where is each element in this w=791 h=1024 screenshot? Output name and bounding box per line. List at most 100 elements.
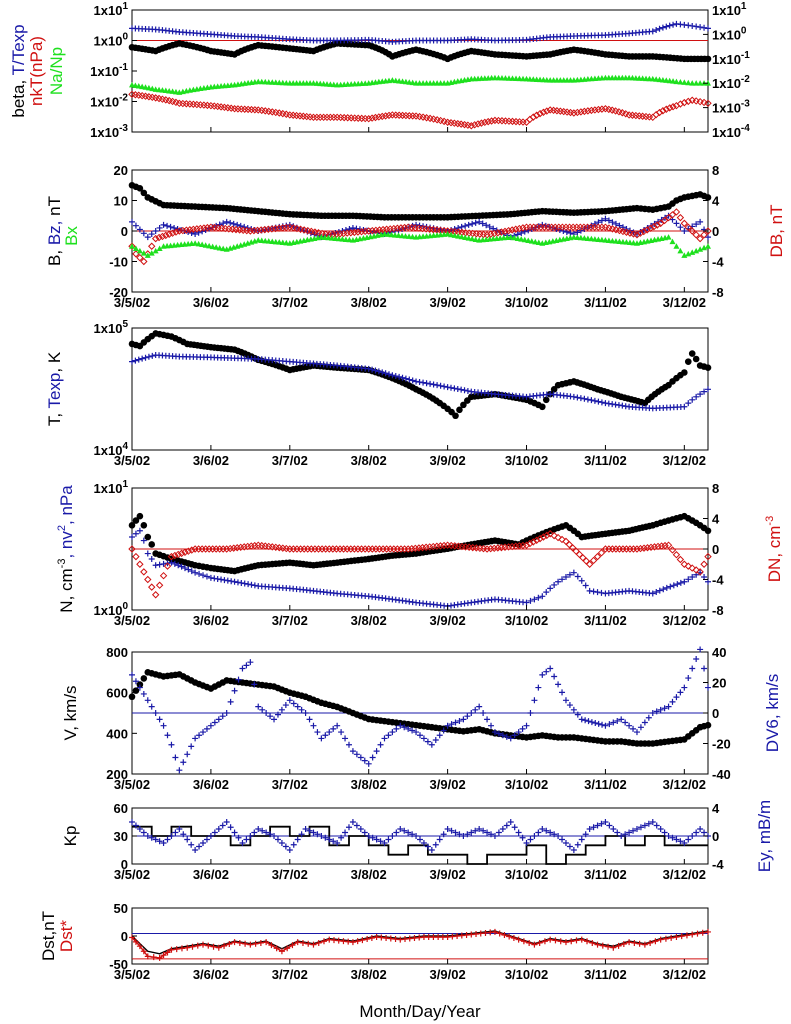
p4-series-dn-point-119 [554, 533, 562, 542]
p2-series-bx-point-160 [697, 246, 704, 252]
p7-series-dst--point-106 [657, 936, 664, 943]
p7-x-tick-label-4: 3/9/02 [430, 967, 466, 982]
p2-series-bz-point-101 [486, 223, 493, 230]
p2-series-bx-point-108 [511, 234, 518, 241]
p2-series-db-point-149 [660, 216, 669, 225]
p4-series-nv2-point-125 [570, 569, 577, 576]
p5-series-dv6-point-71 [409, 727, 416, 734]
p1-rt-tick-label-1: 1x10-3 [712, 99, 750, 116]
p7-series-dst--point-115 [705, 928, 711, 935]
panel-3-ylabel-unit: , K [45, 351, 64, 372]
p5-series-dv6-point-24 [223, 710, 230, 716]
p3-x-tick-label-5: 3/10/02 [505, 453, 548, 468]
p5-x-tick-label-1: 3/6/02 [193, 777, 229, 792]
p3-series-texp-point-95 [454, 385, 461, 392]
p2-series-bx-point-112 [525, 237, 532, 243]
p2-series-bz-point-126 [574, 229, 581, 236]
p2-series-bx-point-161 [701, 244, 708, 251]
p2-series-bx-point-20 [202, 242, 209, 248]
p2-series-bx-point-19 [199, 241, 206, 248]
p7-series-dst--point-37 [315, 939, 322, 946]
p5-series-dv6-point-91 [488, 722, 495, 729]
p5-series-dv6-point-40 [286, 697, 293, 704]
p2-series-db-point-108 [515, 224, 524, 233]
p5-series-dv6-point-100 [523, 722, 530, 729]
p4-series-dn-point-101 [490, 544, 498, 553]
p4-series-nv2-point-149 [656, 587, 663, 594]
p7-series-dst--point-28 [268, 942, 275, 949]
p2-series-db-point-70 [379, 225, 387, 234]
p5-series-dv6-point-118 [592, 719, 599, 726]
p2-series-db-point-58 [336, 230, 344, 238]
p5-series-dv6-point-49 [322, 732, 329, 739]
p5-series-dv6-point-13 [180, 759, 187, 766]
p4-series-dn-point-29 [233, 544, 241, 552]
p2-series-bz-point-110 [518, 230, 525, 237]
p6-series-ey-point-111 [566, 843, 573, 850]
p2-series-db-point-59 [339, 229, 348, 238]
p7-series-dst--point-15 [200, 941, 207, 948]
p3-series-texp-point-81 [406, 376, 413, 383]
p4-series-dn-point-103 [497, 543, 506, 552]
p7-lt-tick-label-2: 50 [114, 901, 128, 916]
p3-lt-tick-label-1: 1x105 [94, 319, 129, 336]
p2-x-tick-label-2: 3/7/02 [272, 295, 308, 310]
p3-series-t-point-93 [456, 406, 463, 414]
p7-series-dst--point-93 [589, 939, 596, 946]
panel-1-marks [128, 20, 712, 130]
p6-series-ey-point-19 [203, 836, 210, 843]
p2-series-bx-point-2 [136, 247, 143, 254]
x-axis-title: Month/Day/Year [359, 1002, 481, 1021]
p2-series-bz-point-159 [693, 221, 700, 228]
p4-series-dn-point-143 [640, 544, 648, 552]
p6-series-ey-point-108 [555, 833, 562, 839]
p6-series-ey-point-61 [369, 834, 376, 841]
panel-7-ylabel-dststar: Dst* [57, 920, 76, 953]
p3-series-texp-point-162 [685, 400, 692, 407]
p6-x-tick-label-1: 3/6/02 [193, 867, 229, 882]
p5-series-dv6-point-142 [685, 675, 692, 682]
p5-series-dv6-point-11 [172, 754, 179, 761]
p2-series-db-point-14 [179, 226, 187, 235]
p3-x-tick-label-0: 3/5/02 [114, 453, 150, 468]
p6-series-ey-point-34 [263, 829, 270, 836]
p2-series-db-point-73 [390, 224, 398, 233]
p4-series-nv2-point-155 [677, 579, 684, 586]
p4-series-n-point-162 [704, 527, 712, 535]
p4-series-dn-point-0 [128, 545, 136, 553]
p5-series-dv6-point-132 [645, 714, 652, 721]
p1-lt-tick-exp-1: -2 [119, 93, 128, 104]
p1-series-t-texp-point-155 [659, 24, 666, 31]
p7-series-dst--point-13 [189, 943, 196, 950]
p5-series-dv6-point-56 [349, 748, 356, 755]
p7-series-dst--point-75 [496, 930, 503, 937]
p6-series-kp-line [132, 825, 708, 865]
p5-series-dv6-point-31 [251, 681, 258, 688]
p5-series-dv6-point-77 [432, 737, 439, 744]
p7-series-dst--point-6 [156, 954, 163, 961]
p5-series-v-point-0 [128, 693, 136, 701]
p7-series-dst--point-19 [221, 942, 228, 949]
p7-series-dst--point-81 [526, 939, 533, 946]
p2-series-b-point-161 [704, 194, 712, 201]
p6-series-ey-point-17 [196, 843, 203, 850]
p4-series-dn-point-28 [229, 544, 238, 552]
p3-series-texp-point-6 [149, 352, 156, 359]
p4-series-dn-point-13 [177, 549, 186, 558]
p6-series-ey-point-43 [298, 831, 305, 838]
p5-series-dv6-point-117 [588, 719, 595, 726]
p4-series-nv2-point-113 [523, 599, 530, 606]
p5-series-dv6-point-134 [653, 708, 660, 715]
p4-series-dn-point-151 [668, 546, 677, 554]
p2-series-bz-point-29 [234, 221, 241, 228]
p6-series-ey-point-70 [405, 829, 412, 836]
p6-series-ey-point-24 [223, 819, 230, 825]
p3-series-texp-point-72 [375, 368, 382, 375]
p2-series-bz-point-96 [469, 220, 476, 227]
p2-series-db-point-104 [501, 227, 509, 236]
p1-series-nkt-npa--point-155 [659, 107, 667, 115]
p6-series-ey-point-11 [172, 829, 179, 836]
p2-series-bz-point-9 [164, 222, 171, 229]
p7-series-dst--point-33 [294, 939, 301, 946]
